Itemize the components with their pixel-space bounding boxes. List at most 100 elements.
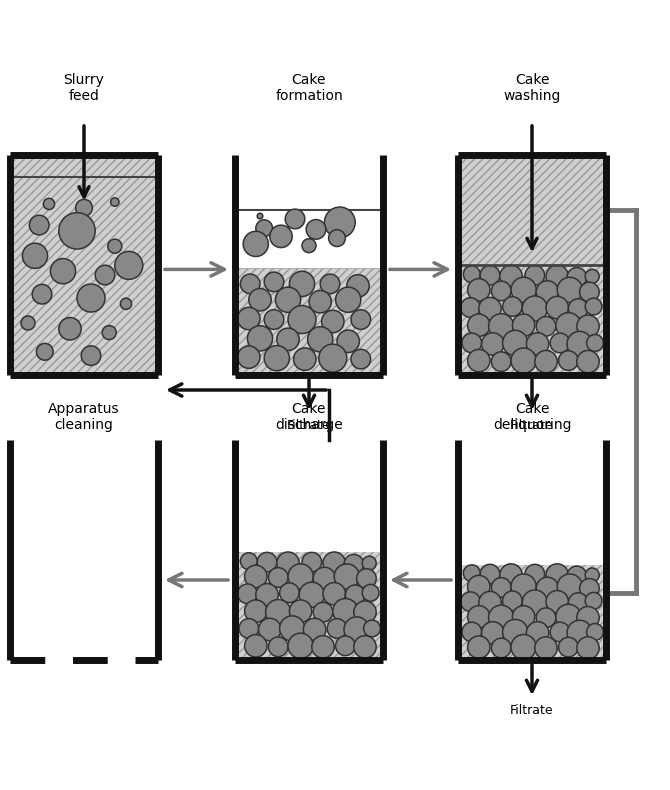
Circle shape xyxy=(289,600,312,623)
Circle shape xyxy=(108,239,122,254)
Circle shape xyxy=(577,637,599,659)
Circle shape xyxy=(550,623,570,641)
Circle shape xyxy=(304,619,326,641)
Circle shape xyxy=(488,314,514,339)
Circle shape xyxy=(535,351,557,373)
Circle shape xyxy=(559,638,578,657)
Circle shape xyxy=(288,634,313,658)
Circle shape xyxy=(585,592,602,609)
Circle shape xyxy=(577,607,599,629)
Circle shape xyxy=(468,314,490,337)
Circle shape xyxy=(312,636,334,658)
Circle shape xyxy=(527,622,549,644)
Circle shape xyxy=(288,306,316,333)
Text: Filtrate: Filtrate xyxy=(287,419,331,432)
Circle shape xyxy=(511,634,536,660)
Circle shape xyxy=(567,268,587,288)
Circle shape xyxy=(491,577,511,597)
Circle shape xyxy=(557,277,582,303)
Circle shape xyxy=(277,552,299,574)
Circle shape xyxy=(522,296,547,322)
Circle shape xyxy=(115,251,143,280)
Circle shape xyxy=(536,317,556,336)
Bar xyxy=(460,263,604,373)
Circle shape xyxy=(580,282,599,302)
Circle shape xyxy=(279,616,305,641)
Circle shape xyxy=(546,590,568,613)
Circle shape xyxy=(50,258,76,284)
Circle shape xyxy=(468,606,490,628)
Circle shape xyxy=(238,307,260,329)
Bar xyxy=(237,268,381,373)
Circle shape xyxy=(285,209,305,229)
Circle shape xyxy=(351,349,371,369)
Circle shape xyxy=(585,269,599,284)
Circle shape xyxy=(462,623,482,641)
Circle shape xyxy=(288,564,313,589)
Circle shape xyxy=(323,582,346,605)
Circle shape xyxy=(243,231,269,257)
Circle shape xyxy=(502,297,522,316)
Circle shape xyxy=(76,199,92,216)
Circle shape xyxy=(468,575,490,598)
Circle shape xyxy=(577,351,599,373)
Circle shape xyxy=(468,279,490,301)
Circle shape xyxy=(265,600,291,625)
Circle shape xyxy=(482,622,504,644)
Circle shape xyxy=(513,314,535,337)
Circle shape xyxy=(277,328,299,351)
Circle shape xyxy=(488,605,514,630)
Circle shape xyxy=(324,207,355,238)
Circle shape xyxy=(121,298,131,310)
Circle shape xyxy=(525,265,545,285)
Circle shape xyxy=(364,620,381,637)
Circle shape xyxy=(568,299,588,318)
Circle shape xyxy=(249,288,271,311)
Circle shape xyxy=(44,198,54,209)
Circle shape xyxy=(480,265,500,285)
Circle shape xyxy=(567,331,592,356)
Text: Cake
formation: Cake formation xyxy=(275,73,343,103)
Circle shape xyxy=(256,584,278,606)
Circle shape xyxy=(556,604,581,630)
Circle shape xyxy=(293,348,316,371)
Bar xyxy=(460,563,604,658)
Circle shape xyxy=(354,601,376,623)
Circle shape xyxy=(256,220,273,237)
Circle shape xyxy=(362,556,376,570)
Circle shape xyxy=(491,352,511,371)
Circle shape xyxy=(502,619,528,645)
Circle shape xyxy=(111,198,119,206)
Circle shape xyxy=(313,567,336,589)
Circle shape xyxy=(319,344,347,372)
Circle shape xyxy=(511,574,536,599)
Circle shape xyxy=(546,265,568,288)
Circle shape xyxy=(259,619,281,641)
Circle shape xyxy=(245,600,267,623)
Circle shape xyxy=(269,568,288,587)
Circle shape xyxy=(351,310,371,329)
Text: Filtrate: Filtrate xyxy=(510,419,554,432)
Circle shape xyxy=(344,555,364,574)
Circle shape xyxy=(479,592,501,614)
Circle shape xyxy=(264,345,289,371)
Circle shape xyxy=(535,637,557,659)
Circle shape xyxy=(21,316,35,330)
Circle shape xyxy=(536,280,559,303)
Circle shape xyxy=(511,348,536,373)
Circle shape xyxy=(480,564,500,584)
Circle shape xyxy=(587,623,604,641)
Text: Cake
discharge: Cake discharge xyxy=(275,402,343,432)
Circle shape xyxy=(269,637,288,656)
Circle shape xyxy=(279,583,299,603)
Circle shape xyxy=(327,619,347,638)
Circle shape xyxy=(333,599,358,624)
Circle shape xyxy=(468,636,490,658)
Circle shape xyxy=(468,349,490,372)
Circle shape xyxy=(460,592,480,611)
Circle shape xyxy=(95,265,115,285)
Text: Apparatus
cleaning: Apparatus cleaning xyxy=(48,402,120,432)
Circle shape xyxy=(247,325,273,351)
Circle shape xyxy=(289,271,315,296)
Text: Cake
deliquoring: Cake deliquoring xyxy=(492,402,572,432)
